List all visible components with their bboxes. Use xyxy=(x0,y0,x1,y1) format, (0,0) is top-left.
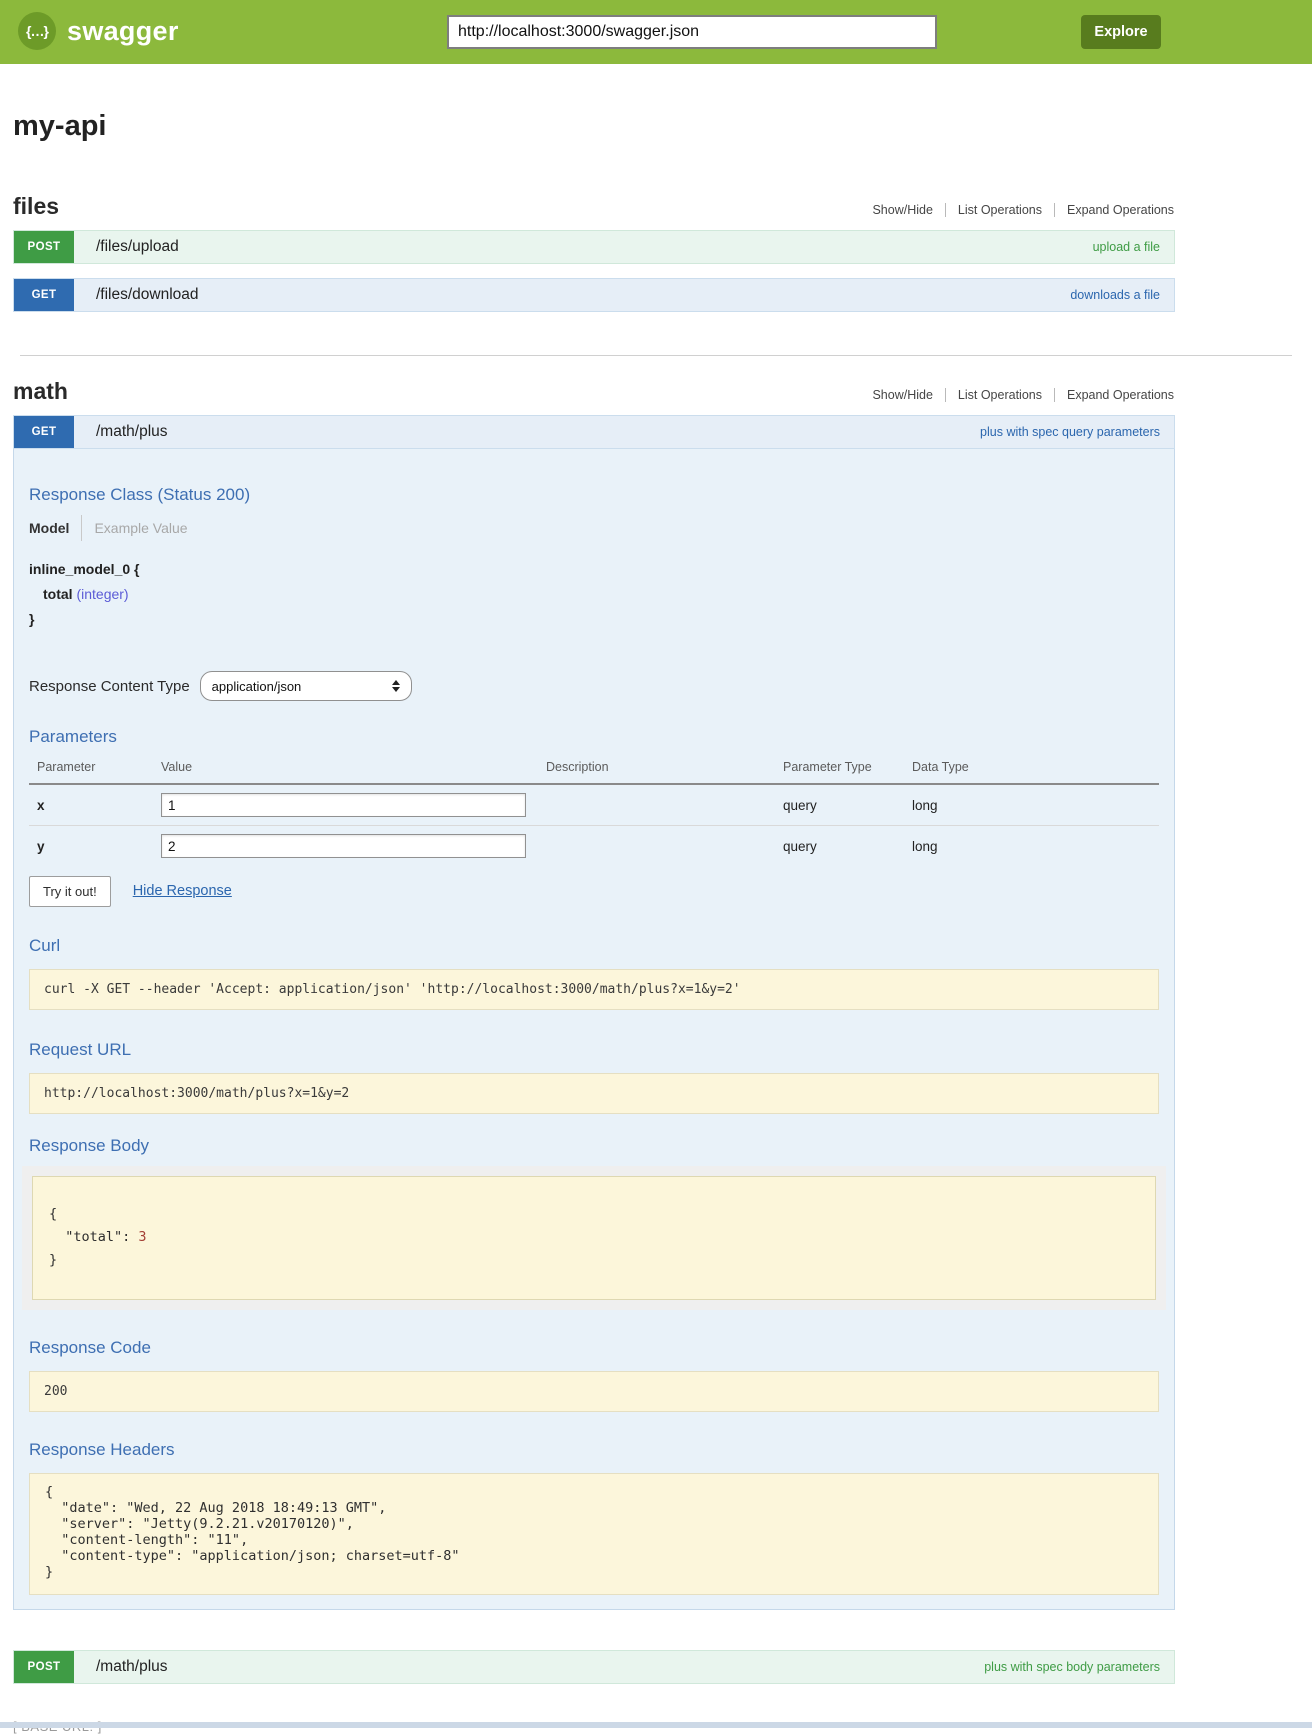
endpoint-row-post-files-upload[interactable]: POST /files/upload upload a file xyxy=(13,230,1175,264)
response-content-type-select[interactable]: application/json xyxy=(199,671,412,701)
parameter-x-input[interactable] xyxy=(161,793,526,817)
col-parameter: Parameter xyxy=(29,755,153,785)
resource-divider xyxy=(20,355,1292,356)
operation-get-math-plus: GET /math/plus plus with spec query para… xyxy=(13,415,1175,1610)
endpoint-summary-link[interactable]: plus with spec body parameters xyxy=(984,1660,1160,1674)
response-code-value: 200 xyxy=(29,1371,1159,1412)
model-signature-close: } xyxy=(29,611,35,627)
endpoint-path-link[interactable]: /files/download xyxy=(96,286,199,303)
parameter-row-y: y query long xyxy=(29,826,1159,867)
response-body-suffix: } xyxy=(49,1252,58,1268)
endpoint-path-link[interactable]: /files/upload xyxy=(96,238,179,255)
resource-links-math: Show/Hide List Operations Expand Operati… xyxy=(860,388,1175,402)
math-resource: math Show/Hide List Operations Expand Op… xyxy=(13,378,1175,1684)
response-headers-json: { "date": "Wed, 22 Aug 2018 18:49:13 GMT… xyxy=(29,1473,1159,1595)
api-title: my-api xyxy=(13,110,107,142)
response-content-type-label: Response Content Type xyxy=(29,677,190,695)
files-show-hide-link[interactable]: Show/Hide xyxy=(872,203,933,217)
model-tabs: Model Example Value xyxy=(29,515,1159,541)
parameter-name: x xyxy=(29,784,153,826)
parameter-description xyxy=(538,784,775,826)
col-data-type: Data Type xyxy=(904,755,1159,785)
parameter-description xyxy=(538,826,775,867)
resource-header-files: files Show/Hide List Operations Expand O… xyxy=(13,193,1175,220)
parameter-type: query xyxy=(775,784,904,826)
method-badge-post: POST xyxy=(14,231,74,263)
parameter-row-x: x query long xyxy=(29,784,1159,826)
tab-example-value[interactable]: Example Value xyxy=(81,515,188,541)
header-bar: {…} swagger Explore xyxy=(0,0,1312,64)
endpoint-path-link[interactable]: /math/plus xyxy=(96,1658,168,1675)
method-badge-get: GET xyxy=(14,279,74,311)
response-body-prefix: { "total": xyxy=(49,1206,131,1245)
math-expand-operations-link[interactable]: Expand Operations xyxy=(1053,388,1175,402)
response-content-type-row: Response Content Type application/json xyxy=(29,671,1159,701)
parameter-y-input[interactable] xyxy=(161,834,526,858)
spec-url-input[interactable] xyxy=(447,15,937,49)
method-badge-post: POST xyxy=(14,1651,74,1683)
parameters-heading: Parameters xyxy=(29,727,117,746)
resource-links-files: Show/Hide List Operations Expand Operati… xyxy=(860,203,1175,217)
main-content: my-api files Show/Hide List Operations E… xyxy=(13,110,1175,312)
swagger-logo[interactable]: {…} swagger xyxy=(18,12,179,50)
swagger-logo-icon: {…} xyxy=(18,12,56,50)
try-it-out-button[interactable]: Try it out! xyxy=(29,875,111,907)
parameters-header-row: Parameter Value Description Parameter Ty… xyxy=(29,755,1159,785)
parameter-name: y xyxy=(37,838,45,854)
endpoint-summary-link[interactable]: downloads a file xyxy=(1070,288,1160,302)
request-url-value: http://localhost:3000/math/plus?x=1&y=2 xyxy=(29,1073,1159,1114)
model-property: total (integer) xyxy=(29,586,1159,602)
parameter-type: query xyxy=(783,838,817,854)
files-list-operations-link[interactable]: List Operations xyxy=(944,203,1054,217)
endpoint-summary-link[interactable]: plus with spec query parameters xyxy=(980,425,1160,439)
response-class-heading: Response Class (Status 200) xyxy=(29,485,251,504)
math-list-operations-link[interactable]: List Operations xyxy=(944,388,1054,402)
col-description: Description xyxy=(538,755,775,785)
col-parameter-type: Parameter Type xyxy=(775,755,904,785)
endpoint-row-get-files-download[interactable]: GET /files/download downloads a file xyxy=(13,278,1175,312)
response-headers-heading: Response Headers xyxy=(29,1440,175,1459)
files-expand-operations-link[interactable]: Expand Operations xyxy=(1053,203,1175,217)
parameters-table: Parameter Value Description Parameter Ty… xyxy=(29,755,1159,866)
endpoint-row-post-math-plus[interactable]: POST /math/plus plus with spec body para… xyxy=(13,1650,1175,1684)
hide-response-link[interactable]: Hide Response xyxy=(132,883,232,899)
swagger-logo-text: swagger xyxy=(67,15,179,46)
try-it-out-row: Try it out! Hide Response xyxy=(29,875,1159,907)
endpoint-path-link[interactable]: /math/plus xyxy=(96,423,168,440)
response-content-type-selected: application/json xyxy=(211,678,302,694)
curl-command: curl -X GET --header 'Accept: applicatio… xyxy=(29,969,1159,1010)
model-property-name: total xyxy=(43,586,73,602)
endpoint-row-get-math-plus[interactable]: GET /math/plus plus with spec query para… xyxy=(13,415,1175,449)
model-signature: inline_model_0 { total (integer) } xyxy=(29,561,1159,627)
math-show-hide-link[interactable]: Show/Hide xyxy=(872,388,933,402)
response-body-heading: Response Body xyxy=(29,1136,150,1155)
response-code-heading: Response Code xyxy=(29,1338,151,1357)
col-value: Value xyxy=(153,755,538,785)
explore-button[interactable]: Explore xyxy=(1081,15,1161,49)
method-badge-get: GET xyxy=(14,416,74,448)
bottom-strip xyxy=(0,1722,1312,1728)
tab-model[interactable]: Model xyxy=(29,520,70,536)
parameter-data-type: long xyxy=(904,784,1159,826)
curl-heading: Curl xyxy=(29,936,61,955)
response-body-value: 3 xyxy=(138,1229,147,1245)
resource-header-math: math Show/Hide List Operations Expand Op… xyxy=(13,378,1175,405)
model-signature-open: inline_model_0 { xyxy=(29,561,140,577)
resource-title-math[interactable]: math xyxy=(13,378,68,404)
request-url-heading: Request URL xyxy=(29,1040,132,1059)
select-arrows-icon xyxy=(391,672,400,700)
response-body-json: { "total": 3 } xyxy=(32,1176,1156,1300)
model-property-type: (integer) xyxy=(76,586,129,602)
parameter-data-type: long xyxy=(912,838,938,854)
endpoint-summary-link[interactable]: upload a file xyxy=(1092,240,1160,254)
response-body-wrapper: { "total": 3 } xyxy=(22,1166,1166,1310)
resource-title-files[interactable]: files xyxy=(13,193,60,219)
operation-detail-panel: Response Class (Status 200) Model Exampl… xyxy=(13,449,1175,1610)
